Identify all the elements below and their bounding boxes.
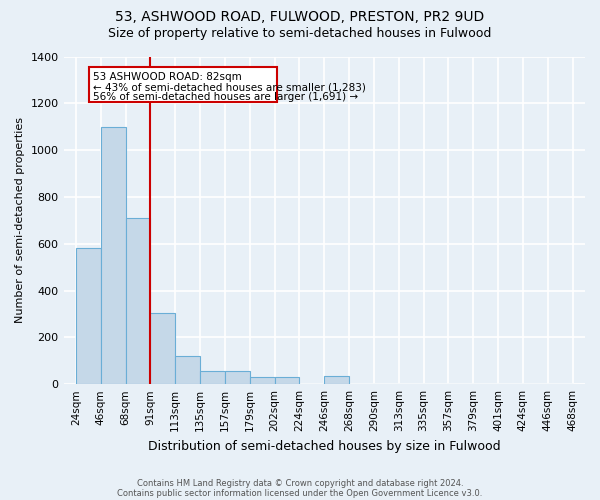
Text: Contains HM Land Registry data © Crown copyright and database right 2024.: Contains HM Land Registry data © Crown c… [137, 478, 463, 488]
FancyBboxPatch shape [89, 67, 277, 102]
Bar [225, 372, 250, 384]
Bar [151, 313, 175, 384]
Bar [275, 377, 299, 384]
Text: 56% of semi-detached houses are larger (1,691) →: 56% of semi-detached houses are larger (… [92, 92, 358, 102]
Text: ← 43% of semi-detached houses are smaller (1,283): ← 43% of semi-detached houses are smalle… [92, 82, 365, 92]
Text: 53 ASHWOOD ROAD: 82sqm: 53 ASHWOOD ROAD: 82sqm [92, 72, 241, 82]
Bar [175, 356, 200, 384]
Text: 53, ASHWOOD ROAD, FULWOOD, PRESTON, PR2 9UD: 53, ASHWOOD ROAD, FULWOOD, PRESTON, PR2 … [115, 10, 485, 24]
Bar [324, 376, 349, 384]
Bar [76, 248, 101, 384]
Bar [125, 218, 151, 384]
Bar [200, 372, 225, 384]
X-axis label: Distribution of semi-detached houses by size in Fulwood: Distribution of semi-detached houses by … [148, 440, 500, 452]
Text: Contains public sector information licensed under the Open Government Licence v3: Contains public sector information licen… [118, 488, 482, 498]
Y-axis label: Number of semi-detached properties: Number of semi-detached properties [15, 118, 25, 324]
Bar [250, 377, 275, 384]
Bar [101, 126, 125, 384]
Text: Size of property relative to semi-detached houses in Fulwood: Size of property relative to semi-detach… [109, 28, 491, 40]
